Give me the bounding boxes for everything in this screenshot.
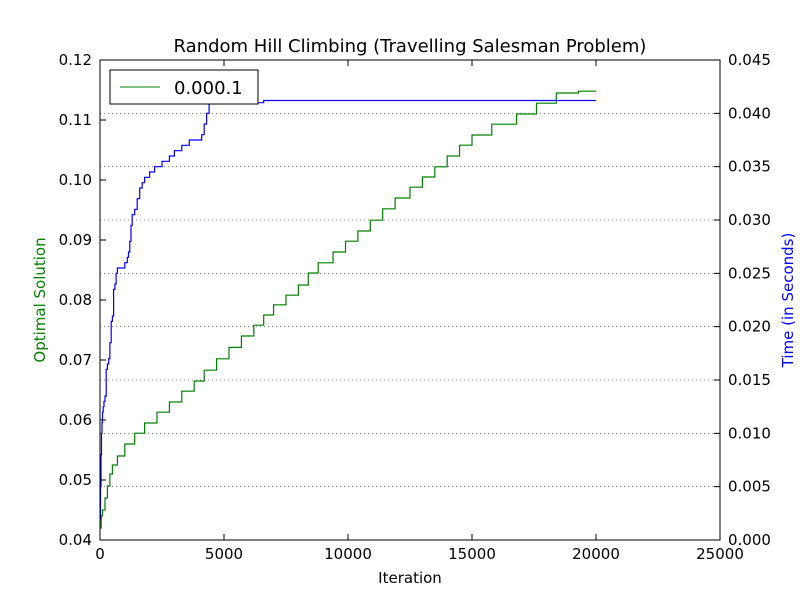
left-tick-label-3: 0.07	[59, 351, 92, 369]
x-axis-label: Iteration	[378, 569, 442, 587]
x-tick-label-1: 5000	[205, 545, 243, 563]
x-tick-label-3: 15000	[448, 545, 496, 563]
left-tick-label-7: 0.11	[59, 111, 92, 129]
legend-label-optimal: 0.000.1	[174, 78, 243, 99]
series-layer	[99, 90, 596, 529]
legend: 0.000.1	[109, 69, 259, 105]
left-tick-label-0: 0.04	[59, 531, 92, 549]
left-tick-label-1: 0.05	[59, 471, 92, 489]
right-tick-label-8: 0.040	[728, 104, 771, 122]
right-tick-label-6: 0.030	[728, 211, 771, 229]
left-tick-label-8: 0.12	[59, 51, 92, 69]
right-axis-label: Time (in Seconds)	[779, 233, 797, 369]
series-line-optimal	[100, 90, 596, 529]
x-tick-label-4: 20000	[572, 545, 620, 563]
ticks-layer: 0 5000 10000 15000 20000 25000 0.04 0.05 0.06 0.0…	[59, 51, 771, 563]
chart-title: Random Hill Climbing (Travelling Salesma…	[174, 36, 647, 57]
right-tick-label-5: 0.025	[728, 264, 771, 282]
right-tick-label-7: 0.035	[728, 158, 771, 176]
x-tick-label-5: 25000	[696, 545, 744, 563]
left-tick-label-4: 0.08	[59, 291, 92, 309]
left-tick-label-2: 0.06	[59, 411, 92, 429]
left-tick-label-5: 0.09	[59, 231, 92, 249]
right-tick-label-3: 0.015	[728, 371, 771, 389]
grid-layer	[100, 112, 720, 488]
x-tick-label-0: 0	[95, 545, 105, 563]
right-tick-label-0: 0.000	[728, 531, 771, 549]
right-tick-label-4: 0.020	[728, 318, 771, 336]
right-tick-label-1: 0.005	[728, 478, 771, 496]
right-tick-label-9: 0.045	[728, 51, 771, 69]
series-line-time	[99, 99, 596, 520]
plot-area	[100, 60, 720, 540]
left-axis-label: Optimal Solution	[31, 237, 49, 362]
right-tick-label-2: 0.010	[728, 424, 771, 442]
left-tick-label-6: 0.10	[59, 171, 92, 189]
x-tick-label-2: 10000	[324, 545, 372, 563]
